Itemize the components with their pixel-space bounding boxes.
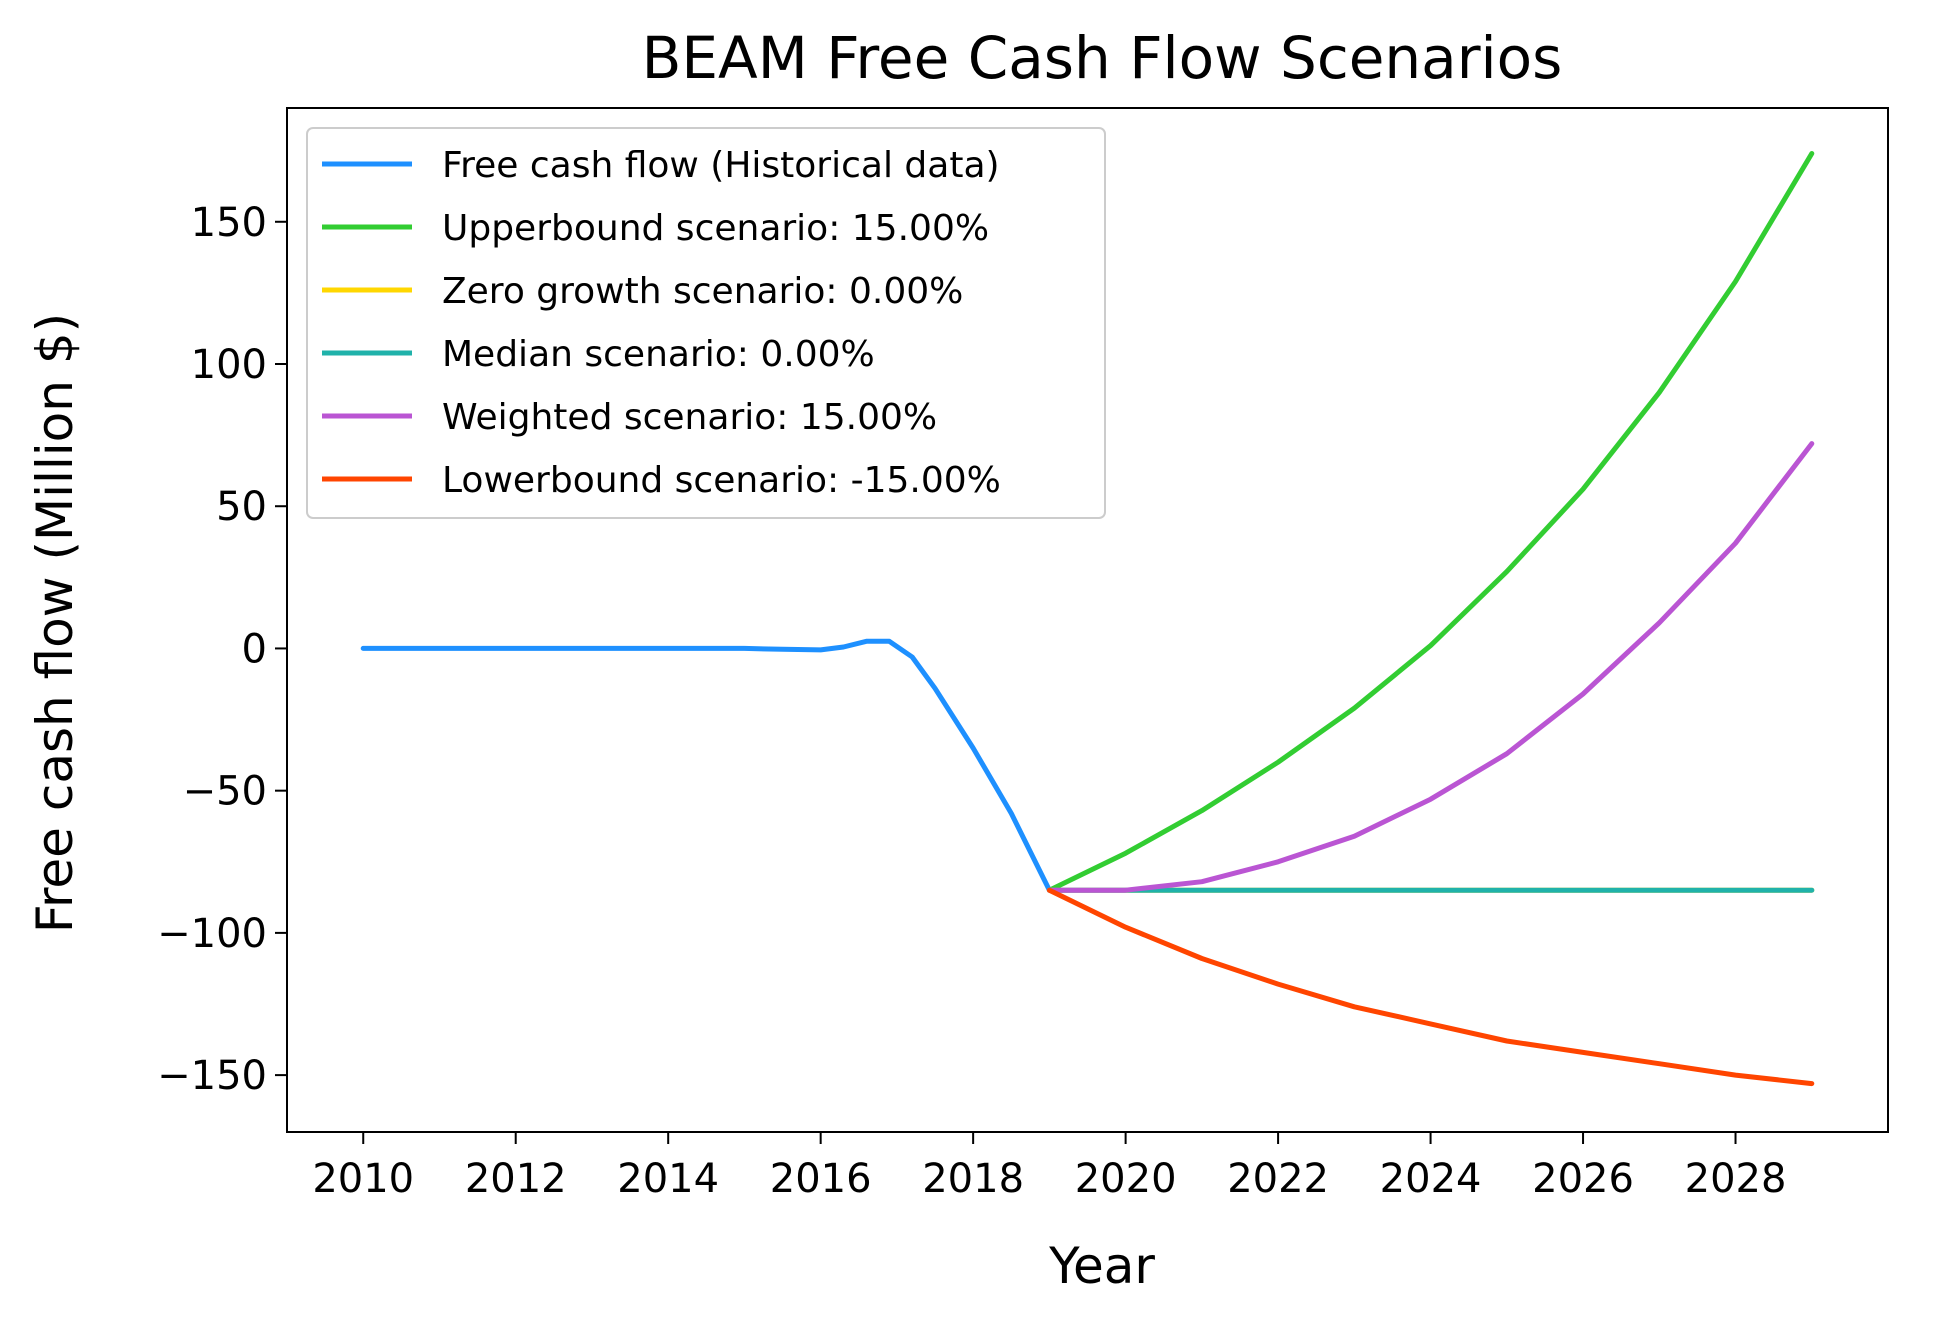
series-line-6: [1046, 887, 1815, 1087]
legend: Free cash flow (Historical data) Upperbou…: [306, 127, 1106, 519]
legend-label-3: Zero growth scenario: 0.00%: [442, 271, 963, 312]
y-tick-label: 0: [242, 626, 267, 672]
x-axis: 2010 2012 2014 2016 2018 2020 2022 2024 2026 2028: [312, 1132, 1786, 1202]
x-tick-label: 2014: [617, 1156, 719, 1202]
legend-label-1: Free cash flow (Historical data): [442, 145, 1000, 186]
legend-box: [306, 127, 1106, 519]
y-axis-title: Free cash flow (Million $): [26, 313, 84, 933]
series-line-2: [1046, 151, 1815, 893]
chart-title: BEAM Free Cash Flow Scenarios: [642, 24, 1563, 92]
x-tick-label: 2028: [1685, 1156, 1787, 1202]
y-tick-label: −150: [157, 1053, 267, 1099]
y-axis: −150 −100 −50 0 50 100 150: [157, 200, 287, 1099]
x-axis-title: Year: [1048, 1237, 1155, 1295]
series-line-1: [360, 638, 1052, 893]
y-tick-label: 100: [191, 342, 267, 388]
legend-label-6: Lowerbound scenario: -15.00%: [442, 460, 1001, 501]
legend-label-4: Median scenario: 0.00%: [442, 334, 875, 375]
x-tick-label: 2024: [1380, 1156, 1482, 1202]
x-tick-label: 2016: [770, 1156, 872, 1202]
legend-label-2: Upperbound scenario: 15.00%: [442, 208, 989, 249]
y-tick-label: 50: [216, 484, 267, 530]
plot-frame: [286, 107, 1889, 1133]
x-tick-label: 2026: [1532, 1156, 1634, 1202]
legend-entries: Free cash flow (Historical data) Upperbou…: [322, 145, 1001, 501]
x-tick-label: 2012: [465, 1156, 567, 1202]
x-tick-label: 2010: [312, 1156, 414, 1202]
series-line-5: [1046, 441, 1815, 893]
y-tick-label: −100: [157, 911, 267, 957]
x-tick-label: 2018: [922, 1156, 1024, 1202]
x-tick-label: 2020: [1075, 1156, 1177, 1202]
legend-label-5: Weighted scenario: 15.00%: [442, 397, 937, 438]
y-tick-label: −50: [183, 769, 267, 815]
series-layer: [360, 151, 1815, 1087]
y-tick-label: 150: [191, 200, 267, 246]
x-tick-label: 2022: [1227, 1156, 1329, 1202]
